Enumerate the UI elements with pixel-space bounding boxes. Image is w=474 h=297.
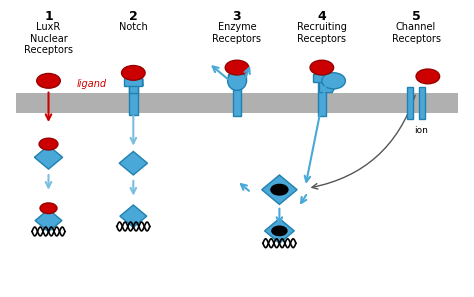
Ellipse shape bbox=[322, 73, 346, 89]
Text: 4: 4 bbox=[318, 10, 326, 23]
FancyBboxPatch shape bbox=[407, 87, 413, 119]
Polygon shape bbox=[264, 219, 294, 243]
Text: Recruiting
Receptors: Recruiting Receptors bbox=[297, 22, 347, 44]
Circle shape bbox=[121, 66, 145, 80]
Polygon shape bbox=[262, 175, 297, 204]
Circle shape bbox=[416, 69, 439, 84]
Polygon shape bbox=[35, 209, 62, 232]
FancyBboxPatch shape bbox=[233, 82, 241, 116]
FancyBboxPatch shape bbox=[129, 86, 137, 115]
FancyBboxPatch shape bbox=[419, 87, 426, 119]
Polygon shape bbox=[319, 76, 341, 93]
Circle shape bbox=[225, 60, 249, 75]
Circle shape bbox=[36, 73, 60, 88]
Text: 5: 5 bbox=[412, 10, 420, 23]
Text: 2: 2 bbox=[129, 10, 138, 23]
FancyBboxPatch shape bbox=[228, 74, 246, 82]
Circle shape bbox=[39, 138, 58, 150]
Circle shape bbox=[310, 60, 334, 75]
Polygon shape bbox=[119, 151, 147, 175]
FancyBboxPatch shape bbox=[16, 93, 458, 113]
Text: 1: 1 bbox=[44, 10, 53, 23]
Polygon shape bbox=[35, 146, 63, 169]
Polygon shape bbox=[120, 205, 147, 227]
Text: Channel
Receptors: Channel Receptors bbox=[392, 22, 440, 44]
Circle shape bbox=[271, 184, 288, 195]
Circle shape bbox=[40, 203, 57, 214]
FancyBboxPatch shape bbox=[318, 82, 326, 116]
FancyBboxPatch shape bbox=[129, 84, 137, 93]
FancyBboxPatch shape bbox=[313, 74, 331, 82]
Ellipse shape bbox=[228, 71, 246, 90]
Text: Enzyme
Receptors: Enzyme Receptors bbox=[212, 22, 262, 44]
FancyBboxPatch shape bbox=[124, 78, 142, 86]
Text: ligand: ligand bbox=[77, 79, 107, 89]
Text: LuxR
Nuclear
Receptors: LuxR Nuclear Receptors bbox=[24, 22, 73, 55]
Text: 3: 3 bbox=[233, 10, 241, 23]
Circle shape bbox=[272, 226, 287, 236]
Text: ion: ion bbox=[414, 126, 428, 135]
Text: Notch: Notch bbox=[119, 22, 148, 32]
